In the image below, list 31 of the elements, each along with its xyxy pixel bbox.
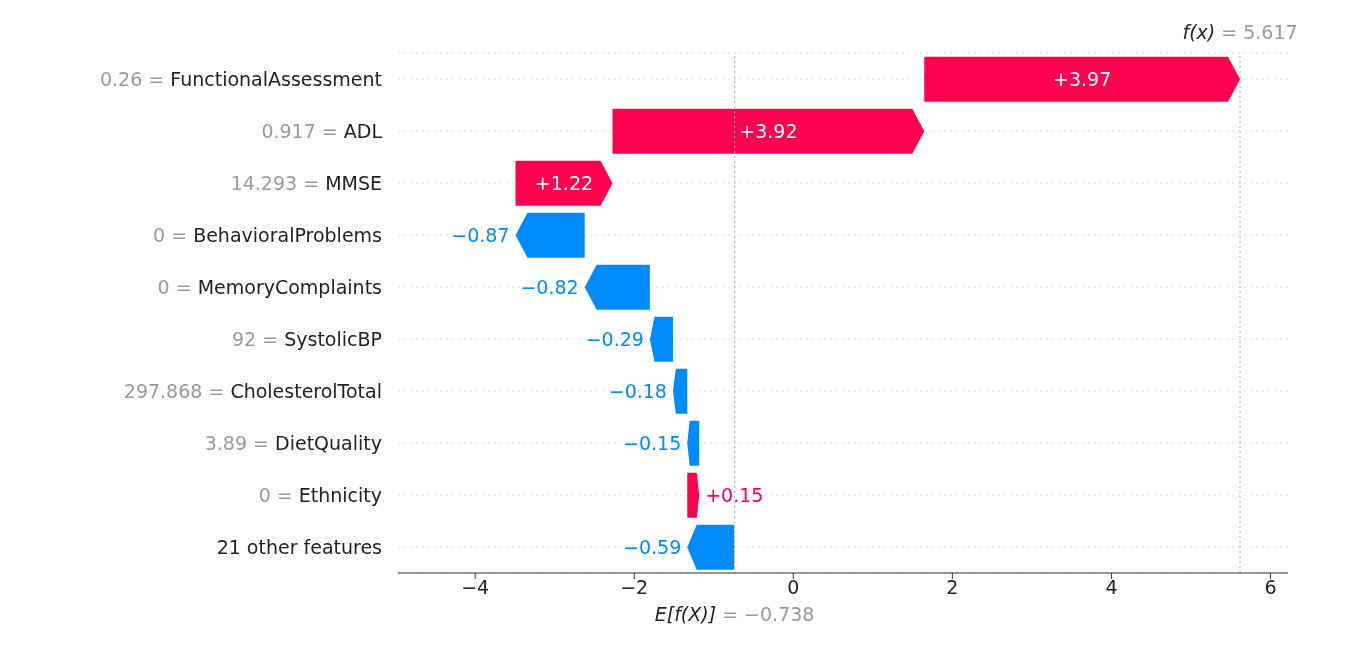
- y-tick-label: 0 = MemoryComplaints: [157, 276, 382, 298]
- y-tick-label: 92 = SystolicBP: [232, 328, 382, 350]
- y-tick-label: 3.89 = DietQuality: [204, 432, 382, 454]
- x-tick-label: −4: [461, 576, 490, 599]
- x-tick-label: 4: [1105, 576, 1118, 599]
- data-label: −0.18: [608, 380, 667, 403]
- data-label: −0.59: [623, 536, 682, 559]
- y-tick-label: 0 = Ethnicity: [258, 484, 382, 506]
- data-label: +1.22: [534, 172, 594, 195]
- data-label: −0.15: [623, 432, 682, 455]
- x-tick-label: 2: [946, 576, 959, 599]
- y-tick-label: 297.868 = CholesterolTotal: [123, 380, 382, 402]
- data-label: +3.92: [739, 120, 798, 143]
- bar: [515, 160, 613, 206]
- bar: [924, 56, 1241, 102]
- data-label: −0.29: [585, 328, 644, 351]
- y-tick-label: 21 other features: [216, 536, 382, 558]
- x-tick-label: 6: [1264, 576, 1277, 599]
- y-tick-label: 14.293 = MMSE: [230, 172, 382, 194]
- data-label: +3.97: [1053, 68, 1112, 91]
- ref-line-label: f(x) = 5.617: [1182, 21, 1298, 43]
- y-tick-label: 0.26 = FunctionalAssessment: [99, 68, 382, 90]
- data-label: −0.82: [520, 276, 579, 299]
- x-tick-label: 0: [787, 576, 800, 599]
- y-tick-label: 0 = BehavioralProblems: [153, 224, 382, 246]
- data-label: +0.15: [705, 484, 764, 507]
- data-label: −0.87: [451, 224, 510, 247]
- y-tick-label: 0.917 = ADL: [261, 120, 383, 142]
- bar: [612, 108, 925, 154]
- x-tick-label: −2: [620, 576, 649, 599]
- ref-line-label: E[f(X)] = −0.738: [654, 603, 815, 625]
